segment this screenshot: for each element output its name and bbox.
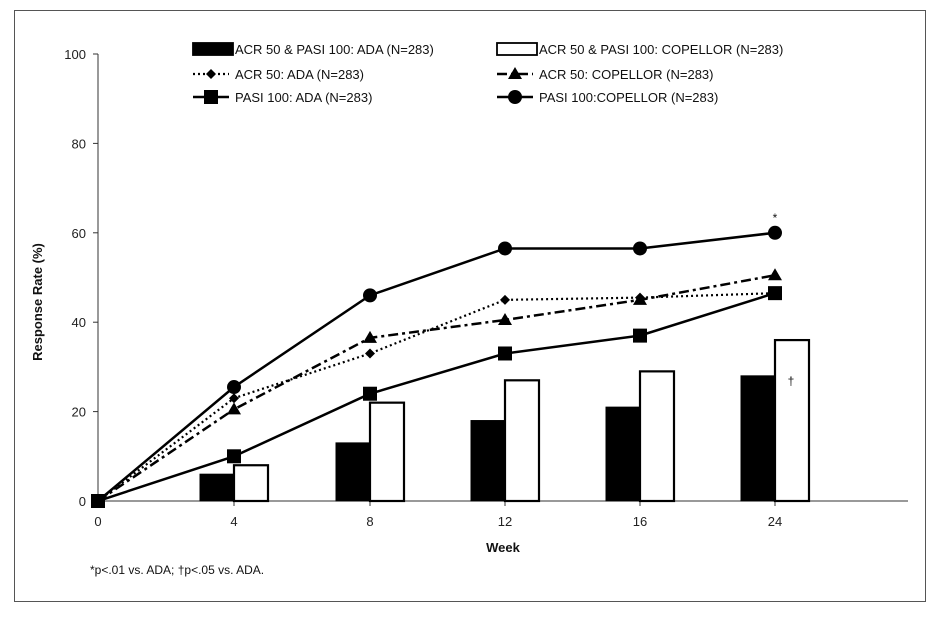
y-tick-label: 20 — [72, 405, 86, 420]
legend-marker-triangle — [508, 67, 522, 79]
x-tick-label: 16 — [633, 514, 647, 529]
bar-ada — [605, 406, 641, 502]
y-tick-label: 40 — [72, 315, 86, 330]
x-tick-label: 8 — [366, 514, 373, 529]
x-tick-label: 12 — [498, 514, 512, 529]
bar-copellor — [503, 379, 541, 503]
bar-ada — [740, 375, 776, 502]
point-diamond — [229, 393, 239, 404]
legend-marker-diamond — [206, 69, 216, 79]
point-square — [768, 286, 782, 301]
legend-marker-circle — [508, 90, 522, 104]
point-triangle — [768, 268, 782, 281]
legend-label: ACR 50 & PASI 100: COPELLOR (N=283) — [539, 42, 783, 57]
point-triangle — [363, 330, 377, 343]
bar-copellor — [368, 401, 406, 503]
x-tick-label: 4 — [230, 514, 237, 529]
point-circle — [633, 241, 647, 256]
bar-copellor — [232, 464, 270, 503]
point-circle — [91, 494, 105, 508]
point-circle — [363, 288, 377, 303]
significance-mark: * — [773, 211, 778, 225]
bar-ada — [470, 420, 506, 502]
point-triangle — [498, 312, 512, 325]
y-tick-label: 100 — [64, 47, 86, 62]
point-square — [498, 346, 512, 361]
point-diamond — [500, 294, 510, 305]
legend-label: ACR 50: COPELLOR (N=283) — [539, 67, 713, 82]
point-square — [633, 328, 647, 343]
lines: *† — [91, 211, 794, 508]
point-square — [363, 386, 377, 401]
legend-label: PASI 100: ADA (N=283) — [235, 90, 372, 105]
x-tick-label: 0 — [94, 514, 101, 529]
y-tick-label: 80 — [72, 136, 86, 151]
bar-copellor — [638, 370, 676, 503]
y-tick-label: 0 — [79, 494, 86, 509]
chart-frame — [14, 10, 926, 602]
point-circle — [498, 241, 512, 256]
footnote: *p<.01 vs. ADA; †p<.05 vs. ADA. — [90, 563, 264, 577]
legend-swatch — [192, 42, 234, 56]
axes: 0 20 40 60 80 100 0 4 8 12 16 24 — [64, 47, 908, 529]
point-triangle — [227, 402, 241, 415]
y-tick-label: 60 — [72, 226, 86, 241]
x-axis-title: Week — [486, 540, 520, 555]
bar-ada — [335, 442, 371, 502]
legend-label: ACR 50: ADA (N=283) — [235, 67, 364, 82]
series-line-square — [97, 291, 776, 503]
point-circle — [768, 225, 782, 240]
point-circle — [227, 380, 241, 395]
x-tick-label: 24 — [768, 514, 782, 529]
series-line-circle — [97, 231, 776, 502]
y-axis-title: Response Rate (%) — [30, 243, 45, 361]
legend-marker-square — [204, 90, 218, 104]
legend-label: PASI 100:COPELLOR (N=283) — [539, 90, 718, 105]
point-diamond — [365, 348, 375, 359]
legend-swatch — [496, 42, 538, 56]
bar-ada — [199, 473, 235, 502]
point-triangle — [633, 292, 647, 305]
series-line-triangle — [97, 274, 776, 503]
bars — [199, 338, 811, 503]
significance-mark: † — [788, 374, 795, 388]
bar-copellor — [773, 338, 811, 503]
legend-label: ACR 50 & PASI 100: ADA (N=283) — [235, 42, 434, 57]
point-square — [227, 449, 241, 464]
legend: ACR 50 & PASI 100: ADA (N=283) ACR 50 & P… — [192, 42, 783, 105]
